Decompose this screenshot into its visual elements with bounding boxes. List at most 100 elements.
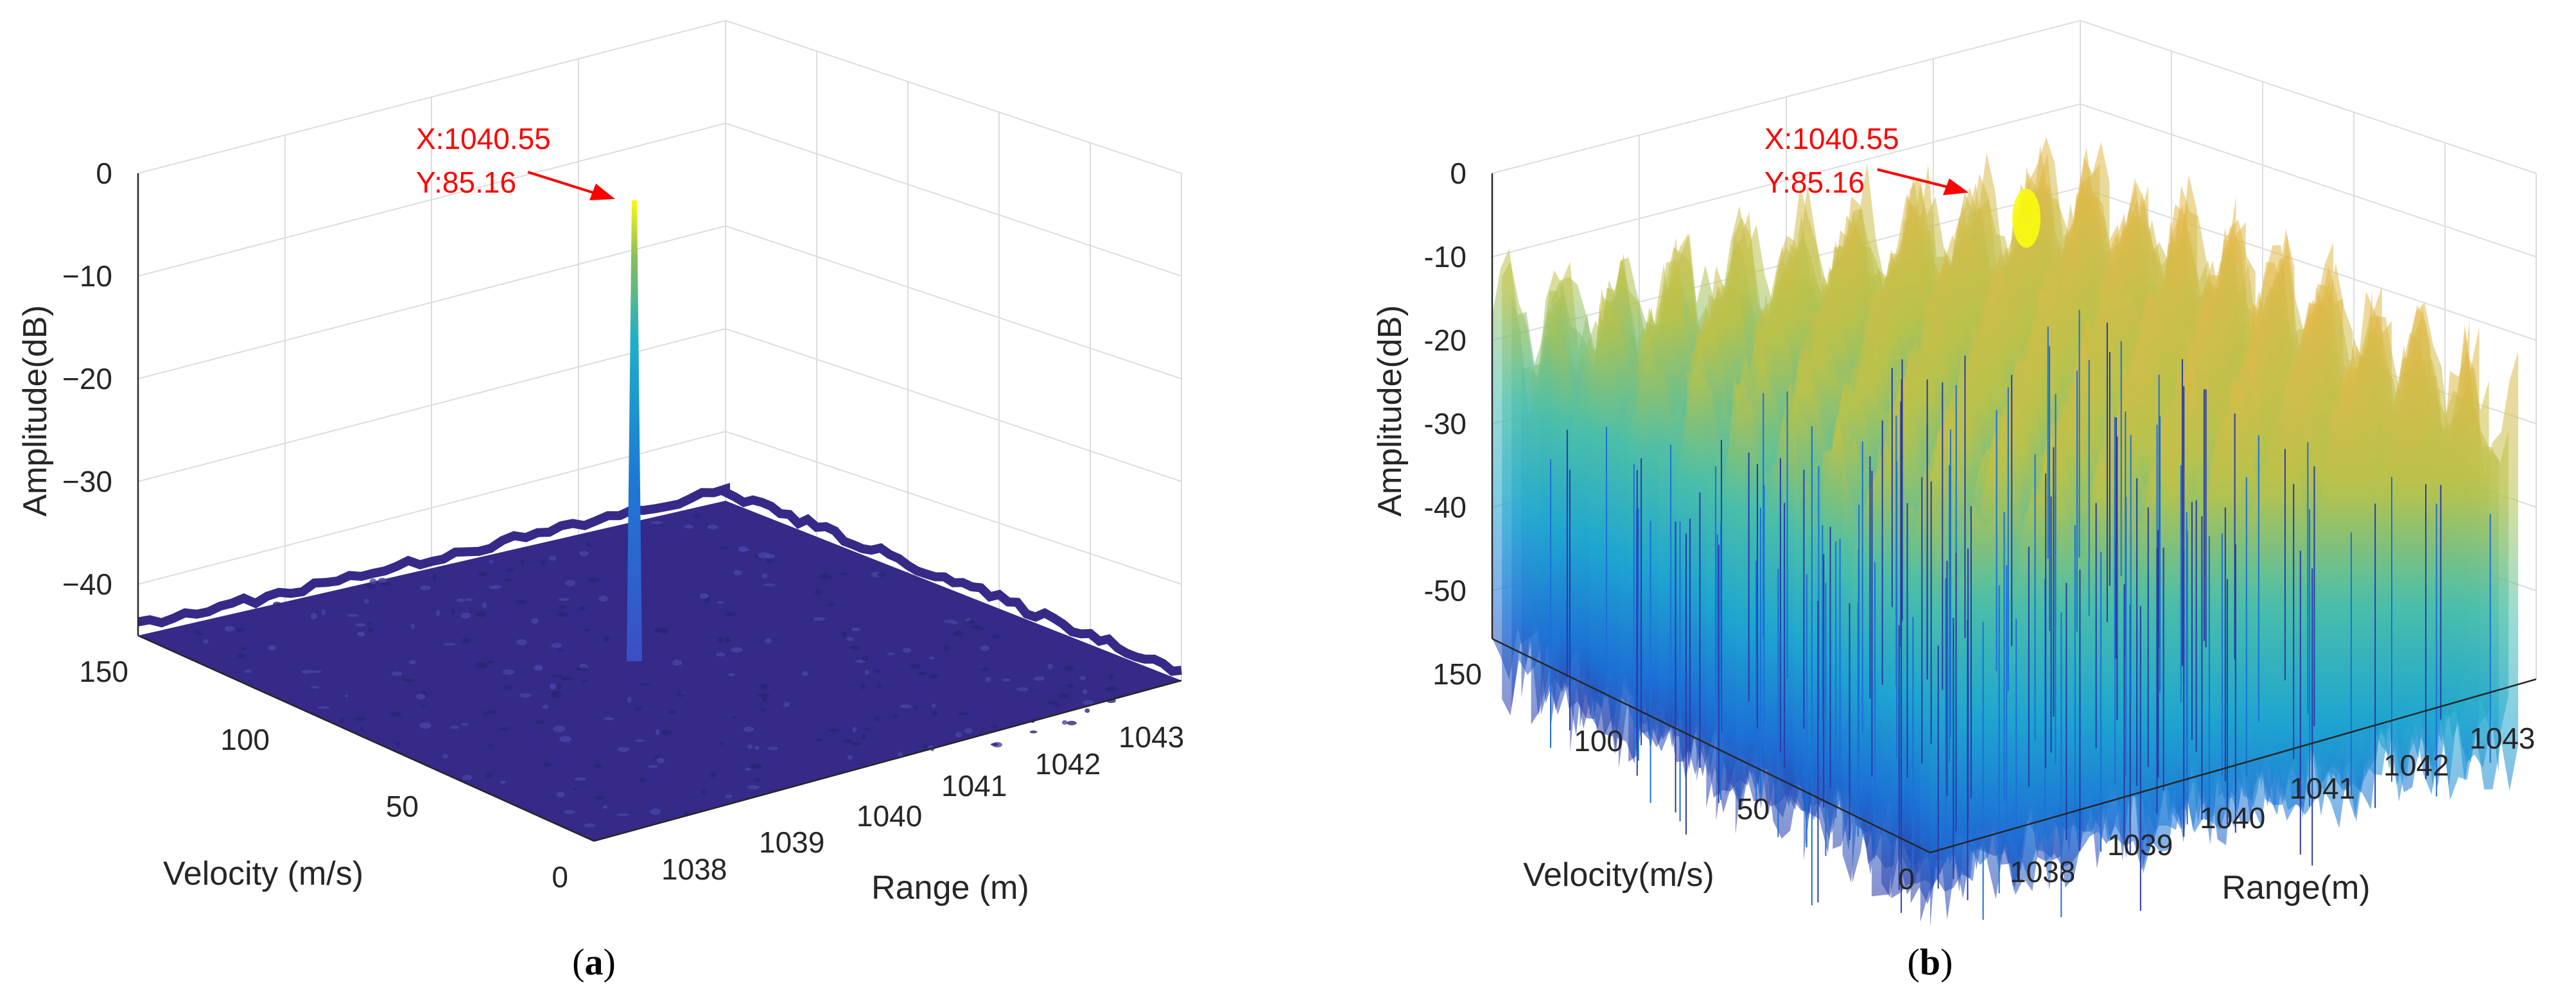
floor-speck	[535, 720, 546, 724]
floor-speck	[556, 682, 562, 689]
chart-b-xlabel: Velocity(m/s)	[1523, 856, 1714, 894]
chart-a-rtick: 1039	[759, 826, 824, 859]
floor-speck	[451, 608, 455, 615]
floor-speck	[863, 727, 872, 731]
floor-speck	[654, 627, 663, 633]
chart-b-ztick: 0	[1450, 157, 1466, 190]
chart-b-ztick: -10	[1424, 240, 1466, 273]
grid-line	[1492, 19, 2537, 174]
floor-speck	[887, 652, 895, 655]
chart-a-vtick: 50	[386, 790, 419, 823]
floor-speck	[557, 648, 564, 652]
floor-speck	[462, 774, 473, 781]
floor-speck	[860, 683, 866, 689]
floor-speck	[355, 623, 367, 627]
floor-speck	[1002, 678, 1011, 682]
floor-speck	[1033, 676, 1045, 681]
floor-speck	[656, 729, 660, 736]
floor-speck	[344, 694, 349, 698]
floor-speck	[672, 659, 683, 666]
floor-speck	[556, 792, 565, 798]
floor-speck	[958, 711, 970, 716]
floor-speck	[368, 627, 374, 633]
floor-speck	[604, 717, 614, 720]
floor-speck	[716, 652, 726, 657]
grid-line	[1492, 103, 2537, 257]
floor-speck	[561, 676, 574, 681]
floor-speck	[355, 716, 367, 722]
floor-speck	[408, 660, 417, 664]
floor-speck	[699, 593, 709, 599]
grid-line	[137, 122, 1182, 277]
floor-speck	[579, 606, 586, 611]
floor-speck	[1105, 686, 1117, 692]
floor-speck	[819, 573, 832, 580]
floor-speck	[815, 738, 822, 741]
floor-speck	[402, 678, 415, 682]
floor-speck	[420, 585, 431, 591]
chart-a-vtick: 0	[552, 860, 568, 894]
grid-line	[137, 430, 1182, 585]
floor-speck	[814, 589, 822, 595]
floor-speck	[488, 710, 497, 715]
chart-a-axes	[137, 173, 1182, 842]
floor-speck	[365, 621, 373, 625]
grid-line	[137, 19, 1182, 174]
floor-speck	[396, 741, 401, 747]
floor-speck	[717, 601, 724, 604]
floor-speck	[457, 598, 465, 603]
floor-speck	[846, 637, 854, 641]
floor-speck	[876, 683, 882, 688]
floor-speck	[747, 744, 753, 749]
floor-speck	[966, 620, 975, 624]
floor-speck	[237, 653, 245, 659]
chart-a-annotation-line1: X:1040.55	[416, 122, 551, 155]
floor-speck	[639, 777, 645, 783]
floor-speck	[981, 667, 989, 672]
floor-speck	[717, 637, 722, 643]
floor-speck	[604, 636, 610, 642]
floor-speck	[559, 598, 570, 602]
floor-speck	[378, 577, 387, 584]
floor-speck	[556, 612, 569, 618]
chart-b-ztick: -20	[1424, 324, 1466, 357]
chart-a-rtick: 1043	[1118, 720, 1184, 754]
floor-speck	[1047, 701, 1058, 705]
floor-speck	[573, 788, 577, 790]
floor-speck	[627, 697, 632, 703]
chart-b-rtick: 1038	[2010, 855, 2075, 889]
floor-speck	[465, 598, 473, 602]
chart-a-rtick: 1040	[857, 799, 922, 833]
floor-speck	[661, 730, 673, 736]
floor-speck	[910, 663, 921, 669]
floor-speck	[861, 734, 867, 740]
floor-speck	[754, 745, 760, 750]
floor-speck	[648, 765, 658, 768]
floor-speck	[273, 602, 281, 607]
chart-b-annotation-line1: X:1040.55	[1764, 122, 1899, 155]
floor-speck	[485, 772, 492, 779]
floor-speck	[389, 712, 402, 717]
floor-speck	[575, 667, 588, 671]
chart-a-ztick: −40	[62, 568, 112, 601]
floor-speck	[1079, 675, 1086, 681]
floor-speck	[928, 656, 935, 660]
floor-speck	[540, 560, 546, 566]
floor-speck	[758, 552, 770, 559]
floor-speck	[236, 627, 244, 632]
floor-speck	[535, 664, 543, 670]
floor-speck	[1058, 693, 1070, 699]
floor-speck	[985, 677, 991, 682]
surface-strip	[1930, 351, 2518, 928]
floor-speck	[650, 521, 663, 525]
floor-speck	[650, 808, 661, 815]
floor-speck	[598, 595, 608, 602]
floor-speck	[877, 572, 886, 577]
floor-speck	[579, 551, 589, 557]
floor-speck	[542, 704, 549, 709]
floor-speck	[733, 570, 742, 576]
floor-speck	[875, 669, 880, 673]
floor-speck	[489, 560, 493, 564]
floor-speck	[990, 743, 998, 746]
chart-b-vtick: 150	[1432, 657, 1482, 691]
